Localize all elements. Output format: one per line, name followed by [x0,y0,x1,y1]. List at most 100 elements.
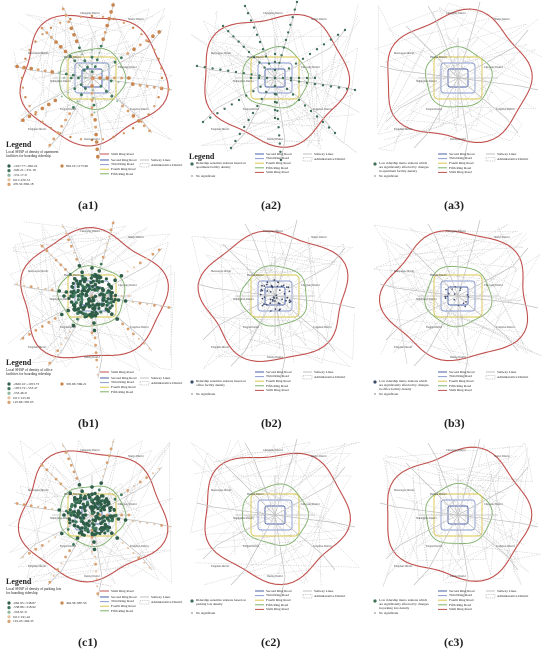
panel-caption: (b1) [78,416,99,430]
map-svg [190,438,360,598]
sensitive-station-dot [309,109,313,113]
station-dot [90,113,94,117]
station-dot [52,137,56,141]
legend-subway-label: Subway Lines [151,594,171,599]
legend-district-label: Administrative District [314,593,346,598]
district-label: Changping District [446,230,466,233]
station-dot [110,285,114,289]
legend-class-swatch [7,610,11,614]
station-dot [45,249,49,253]
station-dot [87,493,91,497]
station-dot [106,301,110,305]
legend-class-swatch [7,169,11,173]
sensitive-station-dot [265,90,268,94]
station-dot [151,34,155,38]
district-label: Mentougou District [28,270,49,273]
station-dot [90,331,94,335]
station-dot [75,515,79,519]
station-dot [79,83,83,86]
sensitive-station-dot [313,76,317,80]
station-dot [94,343,97,347]
sensitive-station-dot [238,132,241,136]
map-svg [191,219,356,379]
sensitive-station-dot [276,117,280,121]
sensitive-station-dot [293,8,296,11]
district-label: Fangshan District [394,346,413,349]
station-dot [90,138,94,142]
station-dot [91,279,95,283]
legend-class-swatch [7,615,11,619]
station-dot [95,358,99,362]
map-panel-c1: Changping District Shunyi District Mentoug… [0,437,184,655]
district-label: Fangshan District [28,346,47,349]
sensitive-station-dot [265,283,268,286]
sensitive-station-dot [258,40,262,44]
station-dot [64,14,68,17]
station-dot [157,96,160,99]
district-label: Fengtai District [243,545,260,548]
legend-road-label: Fourth Ring Road [111,604,136,608]
station-dot [104,277,108,281]
district-label: Mentougou District [28,489,49,492]
station-dot [113,60,117,64]
station-dot [122,132,126,135]
station-dot [103,500,107,505]
map-panel-a2: Changping District Shunyi District Mentoug… [183,0,367,218]
station-dot [88,312,92,316]
station-dot [90,84,94,88]
station-dot [92,547,97,552]
legend-sensitive-label: Ridership sensitive stations based on pa… [196,598,246,606]
legend-road-label: Third Ring Road [111,599,134,604]
station-dot [90,106,94,109]
sensitive-station-dot [242,72,245,75]
panel-caption: (a2) [261,198,281,212]
station-dot [54,40,58,44]
station-dot [101,69,104,72]
station-dot [28,332,31,336]
sensitive-station-dot [221,24,225,28]
station-dot [99,481,103,485]
station-dot [43,69,47,73]
map-svg [13,1,173,161]
station-dot [90,70,94,73]
station-dot [102,475,105,478]
station-dot [103,31,107,34]
sensitive-station-dot [287,286,290,289]
sensitive-station-dot [253,56,256,59]
district-label: Mentougou District [394,489,415,492]
sensitive-station-dot [315,115,319,118]
station-dot [108,514,112,518]
station-dot [99,84,103,88]
station-dot [113,278,117,282]
station-dot [84,87,87,90]
station-dot [77,483,82,487]
district-label: Changping District [263,12,283,15]
legend-road-label: Sixth Ring Road [111,369,134,374]
legend-title: Legend [6,577,32,586]
station-dot [104,468,107,471]
station-dot [110,519,114,523]
station-dot [91,543,93,546]
legend-class-swatch [7,164,11,168]
station-dot [68,54,72,58]
station-dot [167,525,170,528]
legend-sensitive-swatch [373,380,377,384]
legend-class-label: 0.01~470.31 [13,177,31,182]
sensitive-station-dot [273,60,277,64]
subway-lines [379,219,539,379]
station-dot [96,512,100,516]
station-dot [133,266,135,269]
station-dot [73,504,77,508]
station-dot [15,502,19,505]
station-dot [109,228,113,232]
legend-road-label: Third Ring Road [449,156,472,161]
legend-road-label: Second Ring Road [449,369,475,374]
legend-district-label: Administrative District [151,380,183,385]
sensitive-station-dot [329,85,333,88]
station-dot [110,94,114,98]
district-label: Changping District [80,449,100,452]
station-dot [77,499,81,503]
station-dot [52,355,55,358]
panel-caption: (c2) [261,635,281,649]
station-dot [103,531,107,535]
